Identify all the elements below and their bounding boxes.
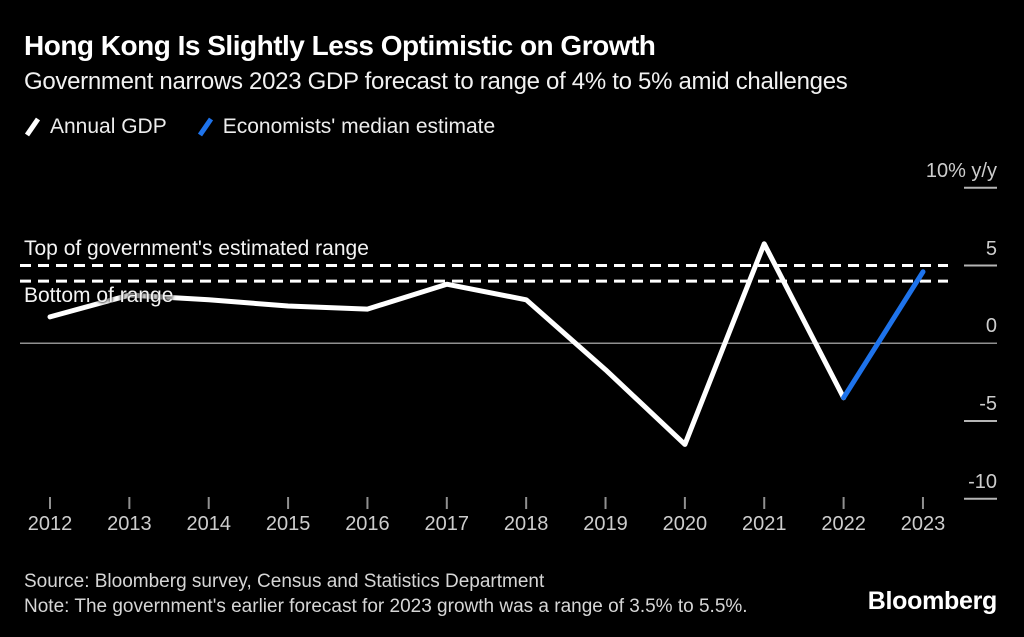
x-tick-label: 2021 <box>741 513 787 535</box>
x-axis-ticks <box>49 497 924 509</box>
reference-dashed-lines <box>20 264 948 283</box>
x-tick-label: 2012 <box>27 513 73 535</box>
x-tick-label: 2018 <box>503 513 549 535</box>
x-tick-label: 2014 <box>186 513 231 535</box>
top-range-annotation: Top of government's estimated range <box>24 237 369 260</box>
x-tick-label: 2022 <box>821 513 866 535</box>
x-tick-label: 2023 <box>900 513 946 535</box>
bottom-range-annotation: Bottom of range <box>24 284 174 307</box>
annual-gdp-line <box>47 241 847 447</box>
legend-label-estimate: Economists' median estimate <box>222 115 496 138</box>
legend-item-annual-gdp: Annual GDP <box>24 115 167 139</box>
x-tick-label: 2019 <box>583 513 628 535</box>
blue-slash-icon <box>197 117 213 137</box>
legend-item-estimate: Economists' median estimate <box>197 115 495 139</box>
y-tick-label: -10 <box>968 470 997 493</box>
chart-subtitle: Government narrows 2023 GDP forecast to … <box>24 68 848 95</box>
legend: Annual GDP Economists' median estimate <box>24 115 495 139</box>
bloomberg-logo: Bloomberg <box>867 587 998 615</box>
legend-label-annual-gdp: Annual GDP <box>50 115 167 138</box>
source-text: Source: Bloomberg survey, Census and Sta… <box>24 571 545 592</box>
x-tick-label: 2013 <box>107 513 152 535</box>
note-text: Note: The government's earlier forecast … <box>24 596 748 617</box>
y-tick-label: 10% y/y <box>925 159 997 182</box>
y-tick-label: -5 <box>979 393 997 416</box>
estimate-line <box>841 269 926 401</box>
white-slash-icon <box>24 117 41 137</box>
x-tick-label: 2015 <box>265 513 311 535</box>
x-tick-label: 2020 <box>662 513 708 535</box>
y-axis-ticks <box>20 186 997 500</box>
x-tick-label: 2016 <box>345 513 390 535</box>
y-tick-label: 5 <box>985 237 997 260</box>
x-tick-label: 2017 <box>424 513 470 535</box>
y-tick-label: 0 <box>985 315 997 338</box>
chart-title: Hong Kong Is Slightly Less Optimistic on… <box>24 30 656 61</box>
